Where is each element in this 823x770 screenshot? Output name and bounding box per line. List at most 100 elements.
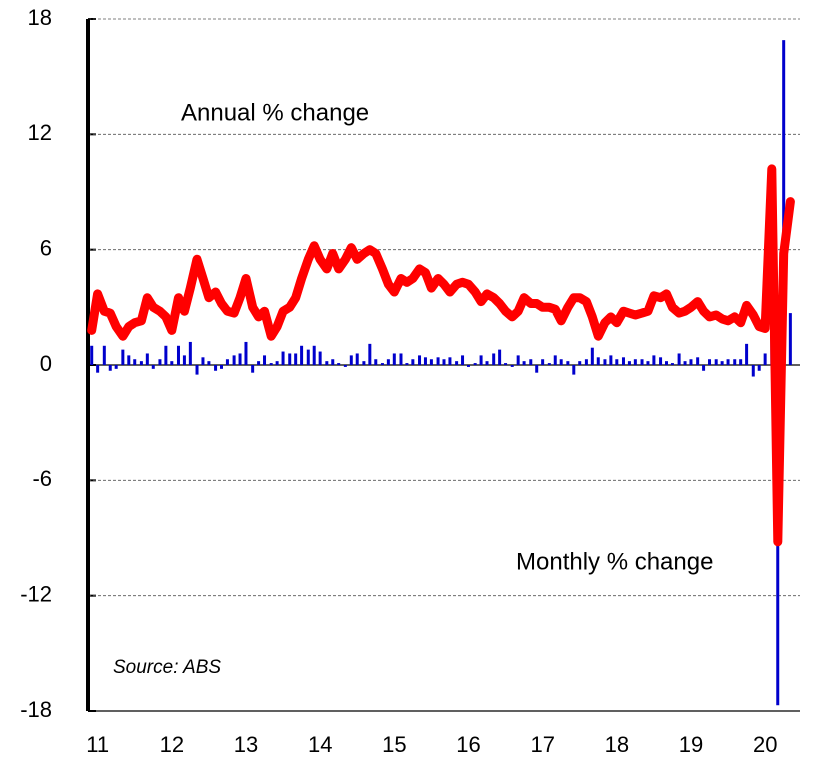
bar bbox=[158, 359, 162, 365]
bar bbox=[485, 361, 489, 365]
bar bbox=[739, 359, 743, 365]
bar bbox=[423, 357, 427, 365]
bar bbox=[479, 355, 483, 365]
bar bbox=[516, 355, 520, 365]
bar bbox=[263, 355, 267, 365]
bar bbox=[380, 363, 384, 365]
bar bbox=[504, 363, 508, 365]
bar bbox=[646, 361, 650, 365]
bar bbox=[281, 351, 285, 365]
bar bbox=[195, 365, 199, 375]
x-tick-label: 12 bbox=[160, 732, 184, 757]
bar bbox=[633, 359, 637, 365]
bar bbox=[121, 349, 125, 365]
bar bbox=[529, 359, 533, 365]
bar bbox=[182, 355, 186, 365]
bar bbox=[541, 359, 545, 365]
source-note: Source: ABS bbox=[113, 657, 221, 678]
x-tick-label: 17 bbox=[530, 732, 554, 757]
bar bbox=[225, 359, 229, 365]
bar bbox=[665, 361, 668, 365]
y-tick-label: 6 bbox=[40, 235, 52, 260]
bar bbox=[374, 359, 378, 365]
bar bbox=[547, 363, 551, 365]
bar bbox=[411, 359, 415, 365]
y-tick-label: -12 bbox=[20, 581, 52, 606]
bar bbox=[312, 345, 316, 365]
line bbox=[87, 164, 795, 547]
bar bbox=[151, 365, 155, 369]
bar bbox=[114, 365, 118, 369]
bar bbox=[436, 357, 440, 365]
bar bbox=[244, 341, 248, 365]
bar bbox=[349, 355, 353, 365]
y-tick-label: -18 bbox=[20, 697, 52, 722]
bar bbox=[275, 361, 279, 365]
bar bbox=[269, 363, 273, 365]
bar bbox=[207, 361, 211, 365]
bar bbox=[627, 361, 631, 365]
bar bbox=[578, 361, 582, 365]
bar bbox=[609, 355, 613, 365]
bar bbox=[238, 353, 242, 365]
bar bbox=[621, 357, 625, 365]
bar bbox=[640, 359, 644, 365]
bar bbox=[559, 359, 563, 365]
bar bbox=[300, 345, 304, 365]
bar bbox=[788, 313, 792, 365]
bar bbox=[188, 341, 192, 365]
bar bbox=[720, 361, 724, 365]
bar bbox=[102, 345, 106, 365]
bar bbox=[418, 355, 422, 365]
bar bbox=[702, 365, 706, 371]
bar bbox=[670, 363, 674, 365]
bar bbox=[677, 353, 681, 365]
bar bbox=[492, 353, 496, 365]
bar bbox=[733, 359, 737, 365]
bar bbox=[652, 355, 656, 365]
bar bbox=[683, 361, 687, 365]
x-tick-label: 13 bbox=[234, 732, 258, 757]
bar bbox=[96, 365, 100, 373]
bar bbox=[362, 361, 366, 365]
bar bbox=[337, 363, 341, 365]
bar bbox=[473, 363, 477, 365]
bar bbox=[745, 343, 749, 365]
y-tick-label: 0 bbox=[40, 351, 52, 376]
bar bbox=[763, 353, 767, 365]
bar bbox=[590, 347, 594, 365]
bar bbox=[170, 361, 174, 365]
bar bbox=[164, 345, 168, 365]
annotation: Monthly % change bbox=[516, 548, 713, 575]
bar bbox=[325, 361, 329, 365]
x-tick-label: 20 bbox=[753, 732, 777, 757]
bar bbox=[294, 353, 298, 365]
bar bbox=[386, 359, 390, 365]
bar bbox=[603, 359, 607, 365]
bar bbox=[615, 359, 619, 365]
bar bbox=[201, 357, 205, 365]
bar bbox=[442, 359, 446, 365]
bar bbox=[127, 355, 131, 365]
bar bbox=[522, 361, 526, 365]
bar bbox=[214, 365, 218, 371]
bar bbox=[455, 361, 459, 365]
bar bbox=[108, 365, 112, 371]
bar bbox=[696, 357, 700, 365]
bar bbox=[90, 345, 94, 365]
x-tick-label: 18 bbox=[605, 732, 629, 757]
y-tick-label: -6 bbox=[32, 466, 52, 491]
bar bbox=[498, 349, 502, 365]
bar bbox=[708, 359, 712, 365]
bar bbox=[220, 365, 223, 369]
bar bbox=[232, 355, 236, 365]
bar bbox=[466, 365, 470, 367]
bar bbox=[726, 359, 730, 365]
bar bbox=[757, 365, 761, 371]
bar bbox=[584, 359, 588, 365]
bar bbox=[145, 353, 149, 365]
bar bbox=[368, 343, 372, 365]
bar bbox=[139, 361, 143, 365]
bar bbox=[405, 363, 409, 365]
bar bbox=[399, 353, 403, 365]
